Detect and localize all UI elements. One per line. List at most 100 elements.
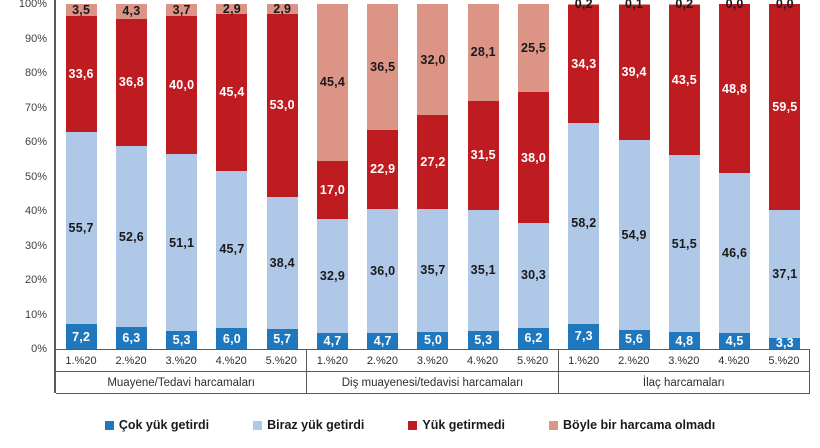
bar-segment: 34,3 xyxy=(568,4,600,124)
value-label: 31,5 xyxy=(470,148,496,163)
bar-segment: 0,2 xyxy=(668,0,700,11)
stacked-bar: 6,3 52,6 36,8 4,3 xyxy=(115,4,147,349)
y-axis-tick-label: 0% xyxy=(31,343,47,355)
bar-segment: 2,9 xyxy=(266,2,298,16)
bar-segment: 5,3 xyxy=(166,330,198,349)
stacked-bar: 4,5 46,6 48,8 0,0 xyxy=(719,0,751,349)
legend-item: Çok yük getirdi xyxy=(104,418,209,432)
bar-segment: 45,4 xyxy=(216,14,248,171)
x-axis-tick-label: 2.%20 xyxy=(115,354,147,367)
value-label: 17,0 xyxy=(319,182,346,197)
bar-segment: 4,5 xyxy=(719,333,751,349)
value-label: 36,0 xyxy=(370,263,396,278)
y-axis-tick-label: 20% xyxy=(24,274,47,286)
x-axis-tick-label: 2.%20 xyxy=(366,354,399,367)
bar-group: 7,3 58,2 34,3 0,2 5,6 54,9 39,4 0,1 4,8 51,5 43,5 0… xyxy=(559,0,810,350)
x-axis-tick-row: 1.%20 2.%20 3.%20 4.%20 5.%20 xyxy=(56,350,307,372)
bar-segment: 2,9 xyxy=(216,2,248,16)
bar-group: 4,7 32,9 17,0 45,4 4,7 36,0 22,9 36,5 5,0 35,7 27,… xyxy=(307,3,558,349)
bar-segment: 35,7 xyxy=(417,208,449,332)
stacked-bar: 5,7 38,4 53,0 2,9 xyxy=(266,2,298,349)
value-label: 39,4 xyxy=(621,65,647,80)
value-label: 40,0 xyxy=(169,78,195,93)
y-axis-tick-label: 10% xyxy=(24,308,47,321)
value-label: 27,2 xyxy=(420,154,446,169)
stacked-bar: 3,3 37,1 59,5 0,0 xyxy=(769,0,801,350)
x-axis-tick-label: 1.%20 xyxy=(316,354,348,367)
value-label: 4,8 xyxy=(675,333,694,348)
value-label: 4,5 xyxy=(725,334,744,349)
x-axis-tick-label: 5.%20 xyxy=(517,354,549,367)
stacked-bar: 4,7 32,9 17,0 45,4 xyxy=(316,4,348,349)
x-axis-tick-label: 3.%20 xyxy=(165,354,197,367)
value-label: 38,4 xyxy=(269,256,295,271)
value-label: 0,2 xyxy=(574,0,593,12)
bar-segment: 40,0 xyxy=(166,16,198,155)
value-label: 6,2 xyxy=(524,331,543,346)
value-label: 7,2 xyxy=(72,329,91,344)
bar-segment: 38,4 xyxy=(266,196,298,330)
value-label: 38,0 xyxy=(520,150,547,165)
value-label: 45,4 xyxy=(219,85,245,100)
value-label: 6,0 xyxy=(222,331,241,346)
value-label: 5,0 xyxy=(423,333,442,348)
value-label: 0,2 xyxy=(675,0,694,12)
x-axis: 1.%20 2.%20 3.%20 4.%20 5.%20 Muayene/Tedavi … xyxy=(56,349,810,394)
value-label: 33,6 xyxy=(68,67,94,82)
x-axis-tick-label: 1.%20 xyxy=(65,354,97,367)
legend-item: Biraz yük getirdi xyxy=(253,418,364,432)
x-axis-group-cell: 1.%20 2.%20 3.%20 4.%20 5.%20 Diş muayenesi/t… xyxy=(306,350,559,393)
group-label: İlaç harcamaları xyxy=(642,376,725,389)
stacked-bar: 5,3 51,1 40,0 3,7 xyxy=(166,3,198,349)
value-label: 32,9 xyxy=(319,269,346,284)
value-label: 36,8 xyxy=(118,75,144,90)
value-label: 52,6 xyxy=(118,229,144,244)
bar-segment: 48,8 xyxy=(719,4,751,173)
value-label: 37,1 xyxy=(772,266,798,281)
legend-label: Yük getirmedi xyxy=(422,418,506,432)
bar-segment: 45,4 xyxy=(316,4,348,161)
value-label: 36,5 xyxy=(370,59,396,74)
value-label: 5,3 xyxy=(172,332,191,347)
plot-area: 7,2 55,7 33,6 3,5 6,3 52,6 36,8 4,3 5,3 51,1 40,0 3… xyxy=(56,0,810,350)
bar-segment: 6,0 xyxy=(216,328,248,349)
value-label: 59,5 xyxy=(772,100,798,114)
bar-group: 7,2 55,7 33,6 3,5 6,3 52,6 36,8 4,3 5,3 51,1 40,0 3… xyxy=(56,2,307,349)
value-label: 4,7 xyxy=(373,333,392,348)
y-axis-tick-label: 90% xyxy=(24,32,47,45)
value-label: 0,0 xyxy=(725,0,744,12)
value-label: 4,7 xyxy=(323,333,342,348)
value-label: 28,1 xyxy=(470,45,496,60)
bar-segment: 31,5 xyxy=(467,100,499,210)
x-axis-tick-row: 1.%20 2.%20 3.%20 4.%20 5.%20 xyxy=(558,350,809,372)
stacked-bar: 5,3 35,1 31,5 28,1 xyxy=(467,4,499,349)
legend-swatch-icon xyxy=(549,420,559,430)
bar-segment: 7,2 xyxy=(65,324,97,349)
bar-segment: 5,7 xyxy=(266,329,298,349)
stacked-bar: 7,2 55,7 33,6 3,5 xyxy=(65,3,97,349)
value-label: 53,0 xyxy=(269,98,295,113)
bar-segment: 6,3 xyxy=(115,327,147,349)
stacked-bar: 6,0 45,7 45,4 2,9 xyxy=(216,2,248,349)
value-label: 51,5 xyxy=(671,236,697,251)
y-axis-tick-label: 30% xyxy=(24,239,47,252)
value-label: 51,1 xyxy=(169,235,195,250)
bar-segment: 38,0 xyxy=(518,92,550,224)
bar-segment: 3,5 xyxy=(65,3,97,17)
bar-segment: 36,8 xyxy=(115,18,147,146)
bar-segment: 7,3 xyxy=(568,323,600,349)
value-label: 46,6 xyxy=(722,246,748,261)
value-label: 3,7 xyxy=(172,3,191,18)
bar-segment: 36,0 xyxy=(367,208,399,333)
x-axis-tick-label: 5.%20 xyxy=(768,354,800,367)
value-label: 5,7 xyxy=(273,332,292,347)
bar-segment: 43,5 xyxy=(668,4,700,155)
bar-segment: 5,0 xyxy=(417,331,449,349)
x-axis-group-cell: 1.%20 2.%20 3.%20 4.%20 5.%20 Muayene/Tedavi … xyxy=(56,350,307,393)
bar-segment: 55,7 xyxy=(65,132,97,325)
value-label: 22,9 xyxy=(370,162,396,177)
x-axis-tick-label: 4.%20 xyxy=(215,354,247,367)
bar-segment: 4,7 xyxy=(367,332,399,349)
x-axis-tick-label: 5.%20 xyxy=(265,354,297,367)
